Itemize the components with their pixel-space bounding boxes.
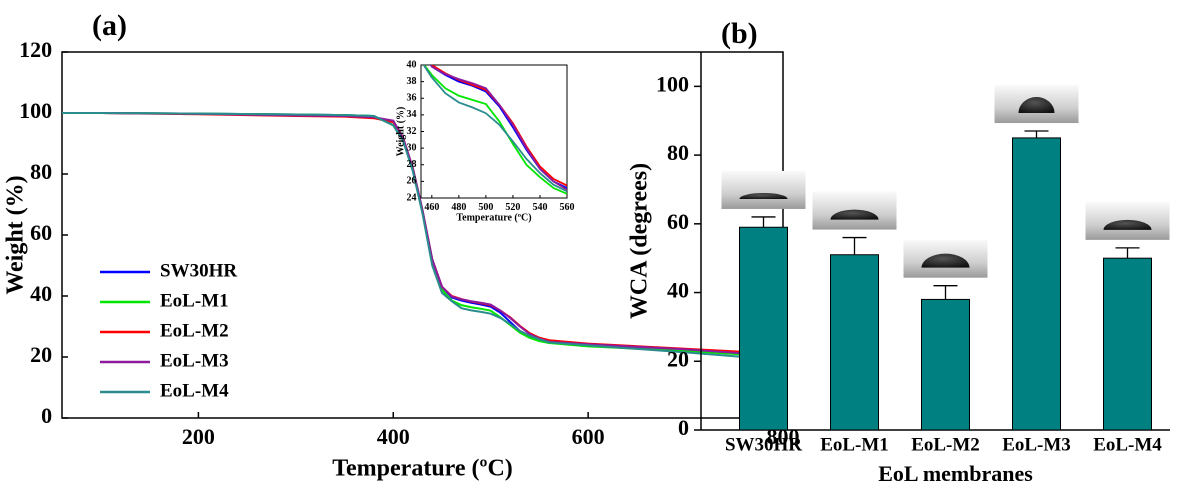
bar (830, 254, 879, 431)
y-axis-label: WCA (degrees) (627, 163, 653, 319)
bar (1012, 137, 1061, 431)
y-tick-label: 80 (667, 140, 689, 165)
y-tick-label: 60 (30, 220, 52, 245)
y-tick-label: 100 (656, 71, 689, 96)
x-axis-label: Temperature (ºC) (456, 212, 531, 223)
x-tick-label: 560 (560, 202, 575, 213)
y-axis-label: Weight (%) (395, 107, 406, 157)
data-line (423, 65, 567, 195)
y-tick-label: 0 (41, 403, 52, 428)
x-tick-label: 600 (572, 424, 605, 449)
x-tick-label: EoL-M2 (911, 434, 980, 455)
droplet-photo (721, 170, 806, 209)
bar (1103, 257, 1152, 431)
x-tick-label: 480 (451, 202, 466, 213)
x-tick-label: SW30HR (725, 434, 802, 455)
legend-label: EoL-M4 (160, 380, 229, 401)
panel-label: (b) (721, 17, 758, 50)
series-group (422, 65, 567, 195)
y-tick-label: 80 (30, 159, 52, 184)
droplet (1103, 219, 1152, 230)
y-tick-label: 34 (407, 109, 417, 120)
y-tick-label: 26 (407, 176, 417, 187)
x-tick-label: 400 (377, 424, 410, 449)
x-tick-label: 540 (532, 202, 547, 213)
legend-label: EoL-M2 (160, 320, 229, 341)
data-line (429, 65, 567, 191)
bar (739, 226, 788, 431)
y-tick-label: 32 (407, 126, 417, 137)
y-axis-label: Weight (%) (3, 175, 29, 294)
x-tick-label: 460 (424, 202, 439, 213)
panel-label: (a) (92, 9, 127, 42)
y-tick-label: 28 (407, 159, 417, 170)
x-tick-label: EoL-M3 (1002, 434, 1071, 455)
y-tick-label: 24 (407, 192, 417, 203)
x-axis-label: Temperature (ºC) (332, 456, 513, 482)
legend-label: SW30HR (160, 260, 237, 281)
x-tick-label: 520 (505, 202, 520, 213)
droplet (830, 209, 879, 220)
legend-label: EoL-M3 (160, 350, 229, 371)
data-line (422, 65, 567, 193)
y-tick-label: 36 (407, 93, 417, 104)
droplet (1018, 97, 1055, 114)
y-tick-label: 60 (667, 209, 689, 234)
x-tick-label: 200 (182, 424, 215, 449)
x-tick-label: 500 (478, 202, 493, 213)
x-tick-label: EoL-M1 (820, 434, 889, 455)
series-group (62, 112, 783, 362)
y-tick-label: 40 (407, 59, 417, 70)
droplet (921, 253, 970, 268)
y-tick-label: 20 (30, 342, 52, 367)
y-tick-label: 40 (667, 278, 689, 303)
droplet (739, 192, 788, 199)
y-tick-label: 20 (667, 346, 689, 371)
y-tick-label: 40 (30, 281, 52, 306)
x-tick-label: EoL-M4 (1093, 434, 1162, 455)
data-line (62, 112, 783, 362)
y-tick-label: 30 (407, 142, 417, 153)
legend-label: EoL-M1 (160, 290, 229, 311)
y-tick-label: 100 (19, 98, 52, 123)
bar (921, 298, 970, 431)
y-tick-label: 38 (407, 76, 417, 87)
y-tick-label: 120 (19, 37, 52, 62)
x-axis-label: EoL membranes (878, 461, 1033, 486)
y-tick-label: 0 (678, 415, 689, 440)
